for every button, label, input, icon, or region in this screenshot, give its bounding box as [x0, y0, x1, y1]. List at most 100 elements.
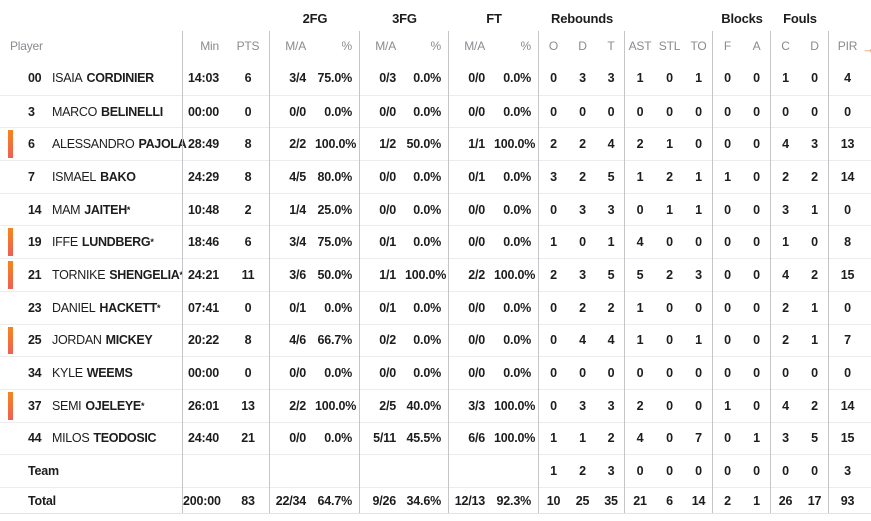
stat-blk-a: 0 — [753, 464, 760, 479]
table-row[interactable]: 7 ISMAEL BAKO 24:29 8 4/5 80.0% 0/0 0.0% 0/1 0.0% 3… — [0, 160, 871, 193]
stat-foul-d: 3 — [811, 137, 818, 152]
column-header-blk-a: A — [752, 39, 761, 53]
table-row[interactable]: 14 MAM JAITEH * 10:48 2 1/4 25.0% 0/0 0.0% 0/0 0.0%… — [0, 192, 871, 226]
stat-reb-t: 4 — [607, 137, 615, 152]
stat-pir: 7 — [844, 333, 851, 348]
row-label: Team — [28, 464, 59, 479]
player-cell: 14 MAM JAITEH * — [0, 194, 183, 226]
stat-to: 0 — [695, 464, 702, 479]
stat-blk-a: 0 — [753, 235, 760, 250]
stat-reb-o: 1 — [550, 464, 557, 479]
stat-ast: 1 — [636, 333, 644, 348]
stat-pir: 93 — [840, 493, 855, 508]
stat-reb-d: 2 — [579, 137, 586, 152]
stat-2fg-ma: 1/4 — [289, 202, 306, 217]
table-row[interactable]: 25 JORDAN MICKEY 20:22 8 4/6 66.7% 0/2 0.0% 0/0 0.… — [0, 323, 871, 357]
stat-2fg-pct: 64.7% — [317, 493, 353, 508]
stat-min: 00:00 — [188, 104, 219, 119]
stat-foul-c: 1 — [782, 71, 789, 86]
stat-ft-pct: 100.0% — [494, 137, 536, 152]
stat-2fg-ma: 0/0 — [289, 366, 306, 381]
stat-stl: 6 — [666, 493, 673, 508]
column-header-2fg-pct: % — [341, 39, 353, 53]
stat-blk-a: 0 — [753, 104, 760, 119]
stat-foul-c: 4 — [782, 137, 789, 152]
stat-min: 20:22 — [188, 333, 219, 348]
scroll-right-icon[interactable]: → — [862, 41, 871, 56]
starter-accent-bar — [8, 326, 13, 355]
stat-reb-o: 0 — [550, 104, 557, 119]
stat-reb-t: 3 — [607, 464, 615, 479]
stat-reb-o: 1 — [550, 235, 557, 250]
stat-min: 24:29 — [188, 169, 219, 184]
stat-ft-pct: 0.0% — [503, 169, 531, 184]
table-row[interactable]: 3 MARCO BELINELLI 00:00 0 0/0 0.0% 0/0 0.0% 0/0 0.… — [0, 94, 871, 128]
table-row[interactable]: 37 SEMI OJELEYE * 26:01 13 2/2 100.0% 2/5 40.0% 3/… — [0, 388, 871, 422]
stat-ft-ma: 0/0 — [468, 235, 485, 250]
table-row[interactable]: 00 ISAIA CORDINIER 14:03 6 3/4 75.0% 0/3 0.0% 0/0… — [0, 62, 871, 95]
player-number: 14 — [28, 202, 42, 217]
stat-blk-a: 0 — [753, 202, 760, 217]
stat-2fg-pct: 0.0% — [324, 366, 352, 381]
table-row[interactable]: 6 ALESSANDRO PAJOLA 28:49 8 2/2 100.0% 1/2 50.0%… — [0, 127, 871, 160]
stat-foul-c: 0 — [782, 104, 789, 119]
stat-pir: 0 — [844, 104, 851, 119]
stat-to: 0 — [695, 398, 702, 413]
stat-blk-f: 1 — [724, 169, 731, 184]
table-row[interactable]: 23 DANIEL HACKETT * 07:41 0 0/1 0.0% 0/1 0.0% 0/0 0… — [0, 290, 871, 324]
column-divider — [770, 31, 771, 514]
stat-3fg-pct: 50.0% — [406, 137, 442, 152]
stat-foul-d: 0 — [811, 464, 818, 479]
column-divider — [448, 31, 449, 514]
player-last-name: TEODOSIC — [93, 431, 157, 446]
group-header-fouls: Fouls — [783, 10, 817, 26]
stat-foul-d: 1 — [811, 202, 818, 217]
stat-reb-o: 0 — [550, 398, 557, 413]
stat-blk-a: 0 — [753, 333, 760, 348]
stat-2fg-pct: 66.7% — [317, 333, 353, 348]
stat-3fg-ma: 1/2 — [379, 137, 396, 152]
stat-pts: 0 — [244, 366, 252, 381]
stat-ft-ma: 6/6 — [468, 431, 485, 446]
column-header-3fg-pct: % — [430, 39, 442, 53]
stat-pir: 14 — [840, 398, 855, 413]
stat-2fg-ma: 3/6 — [289, 267, 306, 282]
table-row[interactable]: 19 IFFE LUNDBERG * 18:46 6 3/4 75.0% 0/1 0.0% 0/0 0… — [0, 225, 871, 258]
player-number: 19 — [28, 235, 42, 250]
column-header-3fg-ma: M/A — [375, 39, 396, 53]
stat-reb-d: 2 — [579, 169, 586, 184]
stat-3fg-pct: 100.0% — [405, 267, 447, 282]
stat-3fg-ma: 0/3 — [379, 71, 396, 86]
stat-stl: 2 — [666, 267, 673, 282]
column-divider — [624, 31, 625, 514]
stat-ast: 0 — [636, 464, 644, 479]
stat-stl: 0 — [666, 104, 673, 119]
stat-min: 28:49 — [188, 137, 219, 152]
stat-pts: 83 — [241, 493, 255, 508]
stat-2fg-ma: 4/5 — [289, 169, 306, 184]
player-first-name: ISAIA — [52, 71, 83, 86]
player-cell: 25 JORDAN MICKEY — [0, 325, 183, 357]
stat-2fg-ma: 3/4 — [289, 71, 306, 86]
player-last-name: JAITEH — [84, 202, 127, 217]
stat-3fg-ma: 5/11 — [373, 431, 396, 446]
stat-to: 0 — [695, 104, 702, 119]
stat-pts: 2 — [244, 202, 252, 217]
stat-blk-a: 0 — [753, 169, 760, 184]
stat-to: 0 — [695, 300, 702, 315]
player-number: 6 — [28, 137, 35, 152]
stat-foul-c: 3 — [782, 202, 789, 217]
stat-reb-o: 2 — [550, 267, 557, 282]
table-row[interactable]: 44 MILOS TEODOSIC 24:40 21 0/0 0.0% 5/11 45.5% 6/… — [0, 421, 871, 455]
stat-ft-pct: 0.0% — [503, 104, 531, 119]
stat-pts: 8 — [244, 169, 252, 184]
stat-2fg-ma: 4/6 — [289, 333, 306, 348]
stat-ft-ma: 0/0 — [468, 366, 485, 381]
column-header-foul-c: C — [781, 39, 790, 53]
column-divider — [538, 31, 539, 514]
table-row[interactable]: 34 KYLE WEEMS 00:00 0 0/0 0.0% 0/0 0.0% 0/0 0.0% 0 0… — [0, 356, 871, 389]
column-header-pir: PIR — [837, 39, 858, 53]
stat-pir: 0 — [844, 366, 851, 381]
stat-blk-f: 0 — [724, 202, 731, 217]
